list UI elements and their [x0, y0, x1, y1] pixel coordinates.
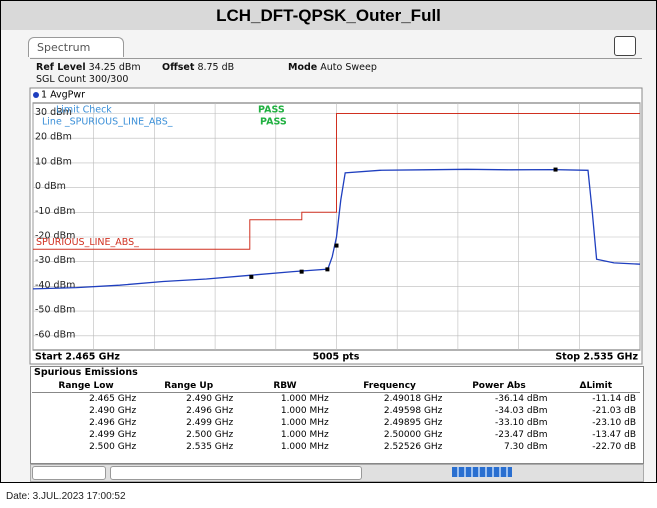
y-tick-label: -40 dBm [35, 280, 75, 291]
limit-line-result: PASS [260, 117, 287, 128]
y-tick-label: -20 dBm [35, 230, 75, 241]
column-header: Range Low [32, 380, 141, 393]
limit-result: PASS [258, 105, 285, 116]
x-start: Start 2.465 GHz [35, 352, 120, 363]
table-cell: 2.49895 GHz [383, 418, 443, 428]
table-row: 2.490 GHz 2.496 GHz 1.000 MHz 2.49598 GHz -3… [32, 405, 640, 417]
sweep-count: SGL Count 300/300 [36, 74, 129, 85]
table-row: 2.500 GHz 2.535 GHz 1.000 MHz 2.52526 GHz 7.… [32, 441, 640, 453]
marker [553, 167, 558, 172]
spurious-table: Range Low Range Up RBW Frequency Power Abs ΔL… [32, 380, 640, 453]
marker [325, 267, 330, 272]
table-cell: 2.535 GHz [186, 442, 234, 452]
table-cell: 2.490 GHz [186, 394, 234, 404]
table-row: 2.465 GHz 2.490 GHz 1.000 MHz 2.49018 GHz -3… [32, 393, 640, 406]
ref-level: Ref Level 34.25 dBm [36, 62, 141, 73]
table-row: 2.496 GHz 2.499 GHz 1.000 MHz 2.49895 GHz -3… [32, 417, 640, 429]
table-cell: 2.49018 GHz [383, 394, 443, 404]
settings-icon[interactable] [614, 36, 636, 56]
table-cell: 2.500 GHz [186, 430, 234, 440]
table-cell: 2.52526 GHz [383, 442, 443, 452]
limit-name: SPURIOUS_LINE_ABS_ [36, 237, 139, 248]
column-header: Frequency [332, 380, 447, 393]
table-title: Spurious Emissions [34, 367, 138, 378]
trace-indicator [33, 92, 39, 98]
y-tick-label: -60 dBm [35, 329, 75, 340]
table-cell: -22.70 dB [592, 442, 636, 452]
table-cell: 2.496 GHz [89, 418, 137, 428]
input-field[interactable] [32, 466, 106, 480]
limit-line-label: Line _SPURIOUS_LINE_ABS_ [42, 117, 173, 128]
label: Offset [162, 62, 195, 73]
marker [334, 243, 339, 248]
table-cell: 1.000 MHz [280, 442, 329, 452]
header-row: Range Low Range Up RBW Frequency Power Abs ΔL… [32, 380, 640, 393]
table-cell: -36.14 dBm [495, 394, 548, 404]
trace [32, 168, 641, 290]
table-cell: 1.000 MHz [280, 394, 329, 404]
y-tick-label: -10 dBm [35, 206, 75, 217]
table-cell: 2.465 GHz [89, 394, 137, 404]
y-tick-label: -30 dBm [35, 255, 75, 266]
y-tick-label: 20 dBm [35, 132, 72, 143]
x-points: 5005 pts [313, 352, 360, 363]
table-cell: 2.500 GHz [89, 442, 137, 452]
trace-label: 1 AvgPwr [41, 90, 85, 101]
table-cell: 1.000 MHz [280, 418, 329, 428]
value: 8.75 dB [197, 62, 235, 73]
table-cell: 2.499 GHz [186, 418, 234, 428]
divider [30, 58, 642, 59]
y-tick-label: -50 dBm [35, 305, 75, 316]
table-cell: -34.03 dBm [495, 406, 548, 416]
value: 34.25 dBm [88, 62, 141, 73]
table-cell: -23.47 dBm [495, 430, 548, 440]
table-cell: 7.30 dBm [503, 442, 548, 452]
y-tick-label: 10 dBm [35, 156, 72, 167]
y-tick-label: 0 dBm [35, 181, 66, 192]
offset: Offset 8.75 dB [162, 62, 234, 73]
table-cell: -23.10 dB [592, 418, 636, 428]
chart: 1 AvgPwr 30 dBm 20 dBm 10 dBm 0 dBm -10 dBm -2… [29, 87, 643, 365]
table-cell: 1.000 MHz [280, 430, 329, 440]
table-cell: 2.490 GHz [89, 406, 137, 416]
table-cell: -11.14 dB [592, 394, 636, 404]
spectrum-tab[interactable]: Spectrum [28, 37, 124, 57]
table-cell: -21.03 dB [592, 406, 636, 416]
table-row: 2.499 GHz 2.500 GHz 1.000 MHz 2.50000 GHz -2… [32, 429, 640, 441]
table-cell: 2.496 GHz [186, 406, 234, 416]
column-header: Power Abs [446, 380, 552, 393]
table-cell: 2.50000 GHz [383, 430, 443, 440]
table-cell: -13.47 dB [592, 430, 636, 440]
mode: Mode Auto Sweep [288, 62, 377, 73]
column-header: Range Up [140, 380, 238, 393]
x-stop: Stop 2.535 GHz [555, 352, 638, 363]
message-field [110, 466, 362, 480]
value: Auto Sweep [320, 62, 377, 73]
table-cell: -33.10 dBm [495, 418, 548, 428]
label: Ref Level [36, 62, 86, 73]
marker [249, 274, 254, 279]
marker [299, 269, 304, 274]
table-cell: 1.000 MHz [280, 406, 329, 416]
limit-check: Limit Check [56, 105, 112, 116]
table-cell: 2.49598 GHz [383, 406, 443, 416]
title: LCH_DFT-QPSK_Outer_Full [0, 0, 657, 31]
column-header: ΔLimit [551, 380, 640, 393]
progress [452, 467, 512, 477]
label: Mode [288, 62, 318, 73]
column-header: RBW [237, 380, 333, 393]
limit-line [33, 113, 640, 250]
table-cell: 2.499 GHz [89, 430, 137, 440]
y-tick-label: 30 dBm [35, 107, 72, 118]
date: Date: 3.JUL.2023 17:00:52 [6, 491, 126, 502]
